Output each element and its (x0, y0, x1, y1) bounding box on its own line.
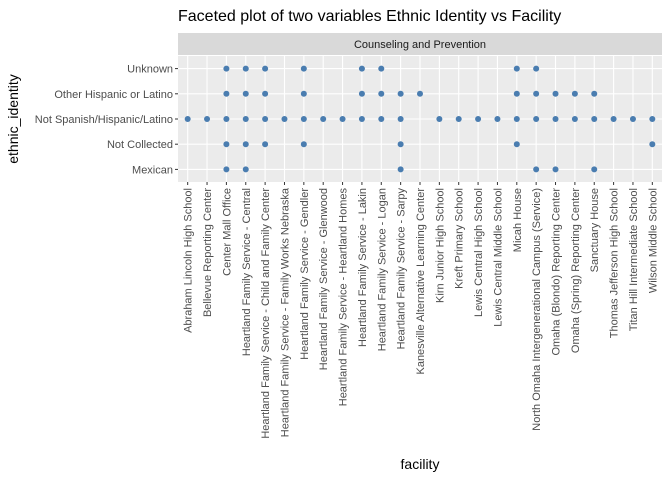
scatter-point (533, 65, 540, 72)
x-tick-label: Abraham Lincoln High School (183, 188, 195, 333)
scatter-point (378, 65, 385, 72)
scatter-point (475, 116, 482, 122)
x-tick-label: Kirn Junior High School (434, 188, 446, 303)
x-tick-label: Kreft Primary School (454, 188, 466, 289)
scatter-point (571, 116, 578, 122)
scatter-point (242, 166, 249, 173)
x-axis-title: facility (401, 456, 440, 472)
scatter-point (513, 141, 520, 148)
scatter-point (262, 90, 269, 97)
scatter-point (552, 90, 559, 97)
scatter-point (378, 90, 385, 97)
scatter-point (223, 65, 230, 72)
chart-title: Faceted plot of two variables Ethnic Ide… (178, 8, 561, 25)
x-tick-label: Thomas Jefferson High School (609, 188, 621, 338)
scatter-point (513, 90, 520, 97)
x-tick-label: Omaha (Spring) Reporting Center (570, 188, 582, 353)
y-axis-title: ethnic_identity (5, 74, 21, 164)
x-tick-label: Sanctuary House (589, 188, 601, 272)
x-tick-label: Wilson Middle School (647, 188, 659, 293)
x-tick-label: Heartland Family Service - Logan (376, 188, 388, 351)
scatter-point (649, 141, 656, 148)
x-tick-label: Titan Hill Intermediate School (628, 188, 640, 331)
scatter-point (455, 116, 462, 122)
scatter-point (358, 65, 365, 72)
x-tick-label: Heartland Family Service - Central (241, 188, 253, 356)
scatter-point (223, 141, 230, 148)
scatter-point (417, 90, 423, 97)
x-tick-label: Heartland Family Service - Family Works … (279, 187, 291, 437)
x-tick-label: Bellevue Reporting Center (202, 188, 214, 317)
y-tick-label: Mexican (132, 164, 173, 176)
scatter-point (242, 90, 249, 97)
scatter-point (242, 141, 249, 148)
scatter-point (513, 116, 520, 122)
scatter-point (358, 90, 365, 97)
scatter-point (610, 116, 617, 122)
scatter-point (300, 141, 307, 148)
y-tick-label: Other Hispanic or Latino (54, 89, 173, 101)
x-axis-ticks: Abraham Lincoln High School Bellevue Repo… (183, 182, 659, 439)
scatter-point (223, 116, 230, 122)
scatter-point (339, 116, 346, 122)
y-tick-label: Not Spanish/Hispanic/Latino (35, 114, 173, 126)
x-tick-label: Heartland Family Service - Sarpy (396, 188, 408, 350)
x-tick-label: Lewis Central Middle School (492, 188, 504, 327)
scatter-point (300, 116, 307, 122)
y-tick-label: Unknown (127, 64, 173, 76)
scatter-point (591, 90, 598, 97)
x-tick-label: Heartland Family Service - Glenwood (318, 188, 330, 370)
scatter-point (436, 116, 443, 122)
scatter-point (533, 166, 540, 173)
scatter-point (262, 65, 269, 72)
scatter-point (513, 65, 520, 72)
x-tick-label: Lewis Central High School (473, 188, 485, 317)
x-tick-label: Kanesville Alternative Learning Center (415, 188, 427, 375)
scatter-point (552, 166, 559, 173)
scatter-point (533, 116, 540, 122)
y-axis-ticks: Mexican Not Collected Not Spanish/Hispanic… (35, 64, 178, 176)
scatter-point (262, 116, 269, 122)
scatter-point (242, 65, 249, 72)
data-points (184, 65, 656, 173)
y-tick-label: Not Collected (107, 139, 173, 151)
x-tick-label: Center Mall Office (221, 188, 233, 276)
scatter-point (571, 90, 578, 97)
scatter-point (494, 116, 501, 122)
x-tick-label: North Omaha Intergenerational Campus (Se… (531, 188, 543, 431)
scatter-point (629, 116, 636, 122)
x-tick-label: Heartland Family Service - Lakin (357, 188, 369, 347)
x-tick-label: Heartland Family Service - Heartland Hom… (338, 188, 350, 407)
scatter-point (397, 116, 404, 122)
scatter-point (649, 116, 656, 122)
scatter-point (223, 90, 230, 97)
scatter-point (262, 141, 269, 148)
scatter-point (204, 116, 211, 122)
scatter-point (223, 166, 230, 173)
scatter-point (184, 116, 191, 122)
scatter-point (397, 141, 404, 148)
x-tick-label: Omaha (Blondo) Reporting Center (551, 188, 563, 356)
scatter-point (300, 90, 307, 97)
facet-strip (178, 33, 662, 55)
scatter-point (378, 116, 385, 122)
scatter-point (358, 116, 365, 122)
scatter-point (242, 116, 249, 122)
x-tick-label: Heartland Family Service - Gendler (299, 188, 311, 360)
x-tick-label: Heartland Family Service - Child and Fam… (260, 188, 272, 439)
x-tick-label: Micah House (512, 188, 524, 252)
scatter-point (281, 116, 288, 122)
scatter-point (533, 90, 540, 97)
scatter-point (300, 65, 307, 72)
scatter-point (591, 116, 598, 122)
scatter-point (397, 166, 404, 173)
facet-strip-label: Counseling and Prevention (354, 39, 486, 51)
scatter-point (397, 90, 404, 97)
scatter-point (552, 116, 559, 122)
scatter-point (320, 116, 327, 122)
scatter-point (591, 166, 598, 173)
